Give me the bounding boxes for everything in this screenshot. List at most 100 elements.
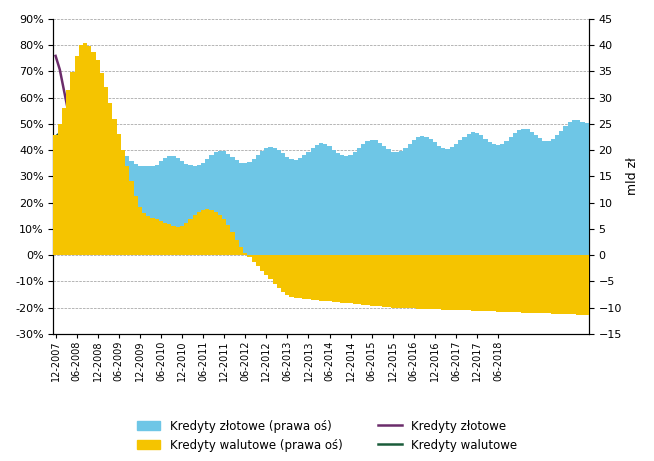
Bar — [547, 255, 551, 313]
Bar — [87, 46, 92, 255]
Bar — [572, 255, 576, 314]
Bar — [349, 155, 353, 255]
Bar — [416, 255, 420, 308]
Bar — [538, 138, 542, 255]
Bar — [273, 148, 277, 255]
Bar — [167, 224, 171, 255]
Bar — [336, 153, 340, 255]
Bar — [344, 255, 349, 303]
Bar — [268, 255, 273, 279]
Bar — [366, 141, 370, 255]
Bar — [412, 255, 416, 308]
Bar — [399, 255, 404, 308]
Bar — [585, 124, 589, 255]
Bar — [390, 255, 395, 307]
Bar — [340, 255, 344, 302]
Bar — [163, 223, 167, 255]
Legend: Kredyty złotowe (prawa oś), Kredyty walutowe (prawa oś), Kredyty złotowe, Kredyt: Kredyty złotowe (prawa oś), Kredyty walu… — [133, 416, 521, 455]
Bar — [551, 255, 555, 313]
Bar — [256, 155, 260, 255]
Bar — [239, 163, 243, 255]
Bar — [466, 255, 471, 311]
Bar — [534, 135, 538, 255]
Bar — [500, 144, 504, 255]
Bar — [222, 151, 226, 255]
Bar — [513, 255, 517, 312]
Bar — [445, 148, 450, 255]
Bar — [483, 139, 488, 255]
Bar — [146, 216, 150, 255]
Bar — [71, 142, 75, 255]
Bar — [387, 255, 390, 307]
Bar — [441, 148, 445, 255]
Bar — [285, 157, 290, 255]
Bar — [428, 139, 433, 255]
Bar — [466, 134, 471, 255]
Bar — [475, 255, 479, 311]
Bar — [462, 136, 466, 255]
Bar — [247, 255, 252, 257]
Bar — [125, 166, 129, 255]
Bar — [420, 136, 424, 255]
Bar — [328, 255, 332, 301]
Bar — [180, 226, 184, 255]
Bar — [471, 255, 475, 311]
Bar — [184, 164, 188, 255]
Bar — [349, 255, 353, 303]
Bar — [332, 255, 336, 302]
Bar — [230, 232, 235, 255]
Bar — [298, 159, 302, 255]
Bar — [378, 255, 382, 307]
Bar — [54, 144, 58, 255]
Bar — [395, 152, 399, 255]
Bar — [564, 255, 568, 314]
Bar — [100, 73, 104, 255]
Bar — [104, 88, 109, 255]
Bar — [298, 255, 302, 298]
Bar — [205, 159, 209, 255]
Bar — [112, 151, 116, 255]
Bar — [387, 149, 390, 255]
Bar — [319, 143, 323, 255]
Bar — [399, 151, 404, 255]
Bar — [568, 122, 572, 255]
Bar — [450, 255, 454, 310]
Bar — [370, 140, 374, 255]
Bar — [370, 255, 374, 306]
Bar — [311, 148, 315, 255]
Bar — [218, 151, 222, 255]
Bar — [559, 131, 564, 255]
Bar — [353, 152, 357, 255]
Bar — [109, 103, 112, 255]
Bar — [311, 255, 315, 300]
Bar — [471, 132, 475, 255]
Bar — [416, 137, 420, 255]
Bar — [62, 108, 66, 255]
Bar — [104, 155, 109, 255]
Bar — [277, 255, 281, 288]
Bar — [441, 255, 445, 309]
Bar — [146, 166, 150, 255]
Bar — [428, 255, 433, 309]
Bar — [66, 140, 71, 255]
Bar — [121, 150, 125, 255]
Bar — [437, 255, 441, 309]
Bar — [433, 255, 437, 309]
Bar — [201, 163, 205, 255]
Bar — [315, 255, 319, 300]
Bar — [530, 255, 534, 313]
Bar — [197, 165, 201, 255]
Bar — [521, 255, 526, 313]
Bar — [404, 148, 407, 255]
Bar — [454, 255, 458, 310]
Bar — [542, 255, 547, 313]
Bar — [306, 152, 311, 255]
Bar — [462, 255, 466, 310]
Bar — [530, 132, 534, 255]
Bar — [382, 255, 387, 307]
Bar — [340, 155, 344, 255]
Bar — [92, 52, 95, 255]
Bar — [154, 165, 159, 255]
Bar — [243, 163, 247, 255]
Bar — [488, 142, 492, 255]
